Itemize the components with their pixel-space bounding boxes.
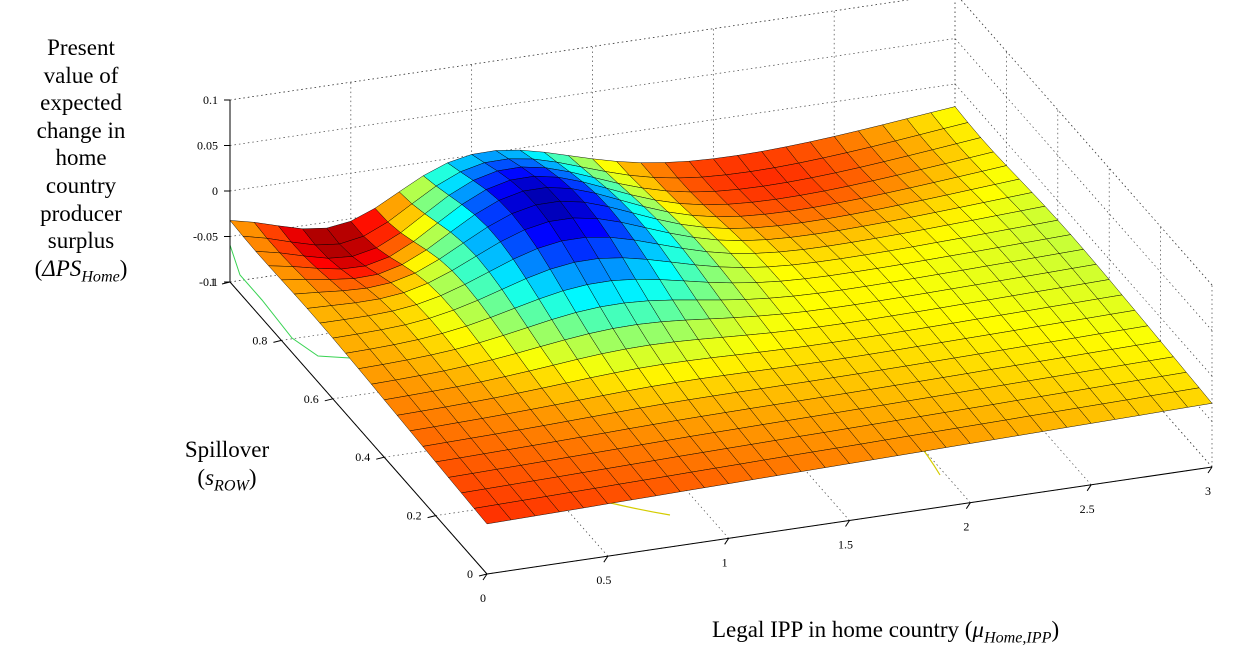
floor-contour-line [229,244,351,359]
y-label-text: Spillover [184,437,270,462]
z-label-line: producer [40,200,122,226]
back-wall-grid-line [229,0,910,101]
z-label-line: expected [40,90,122,116]
x-tick-mark [965,502,971,509]
x-tick-mark [724,538,730,545]
z-label-line: surplus [47,228,115,254]
z-label-line: value of [43,62,119,88]
y-tick-mark [376,456,385,460]
z-label-line: home [55,145,107,171]
y-tick-mark [427,515,436,519]
y-tick-label: 1 [210,275,216,289]
y-tick-label: 0 [467,567,473,581]
y-tick-label: 0.2 [407,509,422,523]
x-tick-label: 0 [480,591,486,605]
y-tick-mark [273,339,282,343]
z-axis-label: Present value of expected change in home… [0,34,162,287]
z-label-symbol: (ΔPSHome) [34,255,128,286]
back-wall-grid-line [229,83,956,192]
box-edge [229,0,910,101]
x-tick-mark [603,555,609,563]
surface-patch [1174,387,1213,408]
side-wall-grid-line [954,83,1213,377]
x-tick-label: 2 [963,520,969,534]
x-tick-mark [482,573,488,581]
z-label-line: change in [36,117,126,143]
side-wall-grid-line [954,38,1213,331]
box-edge [960,0,1213,286]
z-label-line: Present [47,35,115,60]
x-tick-label: 1.5 [838,538,853,552]
x-tick-label: 2.5 [1080,502,1095,516]
x-tick-mark [1086,484,1092,492]
back-wall-grid-line [229,38,956,146]
back-wall-grid-line [229,129,956,237]
x-tick-label: 1 [722,555,728,569]
y-label-symbol: (sROW) [197,464,257,495]
x-axis-label: Legal IPP in home country (μHome,IPP) [712,617,1060,647]
z-tick-label: 0.1 [203,93,218,107]
y-axis-line [229,281,488,575]
z-tick-label: -0.05 [193,230,218,244]
y-tick-label: 0.6 [304,392,319,406]
x-tick-mark [1207,466,1213,474]
x-label-symbol: μ [972,617,984,642]
z-tick-label: 0.05 [197,139,218,153]
y-axis-label: Spillover (sROW) [162,436,292,496]
x-tick-label: 3 [1205,484,1211,498]
y-tick-label: 0.4 [355,450,370,464]
x-tick-mark [845,520,850,527]
x-label-text: Legal IPP in home country ( [712,617,973,642]
x-tick-label: 0.5 [596,573,611,587]
z-tick-label: -0.1 [199,275,218,289]
y-tick-mark [324,398,333,402]
z-label-line: country [45,172,117,198]
y-tick-mark [478,573,488,577]
y-tick-label: 0.8 [252,333,267,347]
z-tick-label: 0 [212,184,218,198]
